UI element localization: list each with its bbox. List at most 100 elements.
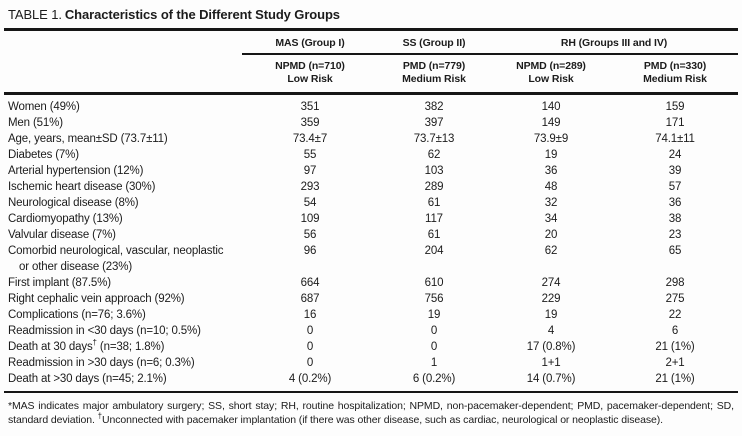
table-row: Diabetes (7%) 55 62 19 24 [4,147,738,163]
value-cell: 6 [671,325,679,337]
table-row: Valvular disease (7%) 56 61 20 23 [4,227,738,243]
footnote-abbreviations: *MAS indicates major ambulatory surgery;… [8,400,734,426]
column-header-line1: PMD (n=779) [402,60,466,72]
value-cell: 159 [665,101,685,113]
value-cell: 19 [544,309,558,321]
table-title-text: Characteristics of the Different Study G… [64,7,340,22]
group-header-rh: RH (Groups III and IV) [490,29,738,55]
table-row: Death at 30 days† (n=38; 1.8%) 0 0 17 (0.8%… [4,339,738,355]
row-label-continuation: or other disease (23%) [19,261,133,273]
value-cell: 97 [303,165,317,177]
value-cell: 2+1 [665,357,685,369]
value-cell: 149 [541,117,561,129]
value-cell: 109 [300,213,320,225]
value-cell: 610 [424,277,444,289]
value-cell: 23 [668,229,682,241]
column-header-line1: PMD (n=330) [643,60,707,72]
row-label: Death at >30 days (n=45; 2.1%) [8,373,167,385]
table-row: Readmission in <30 days (n=10; 0.5%) 0 0 4 6 [4,323,738,339]
value-cell: 17 (0.8%) [526,341,576,353]
column-header-ss-pmd: PMD (n=779) Medium Risk [378,54,490,95]
row-label: Complications (n=76; 3.6%) [8,309,146,321]
value-cell: 19 [544,149,558,161]
value-cell: 4 [547,325,555,337]
value-cell: 103 [424,165,444,177]
value-cell: 36 [668,197,682,209]
value-cell: 298 [665,277,685,289]
value-cell: 117 [425,213,443,225]
value-cell: 24 [668,149,682,161]
row-label: Cardiomyopathy (13%) [8,213,123,225]
value-cell: 0 [430,325,438,337]
value-cell: 0 [306,357,314,369]
value-cell: 289 [424,181,444,193]
value-cell: 74.1±11 [655,133,695,145]
value-cell: 54 [303,197,317,209]
table-title: TABLE 1. Characteristics of the Different… [4,7,738,22]
column-header-spacer [4,54,242,95]
value-cell: 1 [430,357,438,369]
column-header-line2: Medium Risk [643,73,707,85]
value-cell: 274 [541,277,561,289]
table-row: Neurological disease (8%) 54 61 32 36 [4,195,738,211]
table-footnote: *MAS indicates major ambulatory surgery;… [4,400,738,427]
value-cell: 56 [303,229,317,241]
column-header-line1: NPMD (n=710) [275,60,345,72]
value-cell: 0 [306,341,314,353]
table-row: Right cephalic vein approach (92%) 687 756… [4,291,738,307]
value-cell: 21 (1%) [655,373,695,385]
value-cell: 359 [300,117,320,129]
value-cell: 36 [544,165,558,177]
value-cell: 204 [424,245,444,257]
value-cell: 229 [541,293,561,305]
table-row: Ischemic heart disease (30%) 293 289 48 57 [4,179,738,195]
row-label: Age, years, mean±SD (73.7±11) [8,133,168,145]
value-cell: 171 [665,117,685,129]
table-number: TABLE 1. [8,7,62,22]
value-cell: 61 [427,229,441,241]
column-header-rh-pmd: PMD (n=330) Medium Risk [612,54,738,95]
value-cell: 62 [544,245,558,257]
value-cell: 1+1 [541,357,561,369]
table-row: Cardiomyopathy (13%) 109 117 34 38 [4,211,738,227]
row-label: Diabetes (7%) [8,149,79,161]
value-cell: 382 [424,101,444,113]
group-header-mas: MAS (Group I) [242,29,378,55]
table-figure: TABLE 1. Characteristics of the Different… [4,7,738,427]
table-body: Women (49%) 351 382 140 159 Men (51%) 359 397 14… [4,94,738,393]
value-cell: 0 [430,341,438,353]
row-label: Readmission in >30 days (n=6; 0.3%) [8,357,195,369]
table-row: Men (51%) 359 397 149 171 [4,115,738,131]
value-cell: 14 (0.7%) [526,373,576,385]
value-cell: 4 (0.2%) [288,373,332,385]
row-label: First implant (87.5%) [8,277,111,289]
value-cell: 0 [306,325,314,337]
table-row: Age, years, mean±SD (73.7±11) 73.4±7 73.7±… [4,131,738,147]
row-label: Men (51%) [8,117,63,129]
row-label: Neurological disease (8%) [8,197,139,209]
value-cell: 39 [668,165,682,177]
value-cell: 16 [303,309,317,321]
column-header-line1: NPMD (n=289) [516,60,586,72]
value-cell: 20 [544,229,558,241]
value-cell: 22 [668,309,682,321]
row-label: Arterial hypertension (12%) [8,165,144,177]
table-row: Arterial hypertension (12%) 97 103 36 39 [4,163,738,179]
dagger-marker: † [92,338,97,348]
value-cell: 38 [668,213,682,225]
value-cell: 73.7±13 [413,133,455,145]
value-cell: 397 [424,117,444,129]
value-cell: 96 [303,245,317,257]
value-cell: 57 [668,181,682,193]
footnote-dagger-marker: † [97,411,103,420]
value-cell: 275 [665,293,685,305]
table-row: Complications (n=76; 3.6%) 16 19 19 22 [4,307,738,323]
table-row: Women (49%) 351 382 140 159 [4,94,738,116]
value-cell: 62 [427,149,441,161]
value-cell: 73.9±9 [533,133,569,145]
value-cell: 73.4±7 [292,133,328,145]
value-cell: 19 [427,309,441,321]
value-cell: 756 [424,293,444,305]
footnote-dagger-text: Unconnected with pacemaker implantation … [102,413,663,426]
value-cell: 293 [300,181,320,193]
